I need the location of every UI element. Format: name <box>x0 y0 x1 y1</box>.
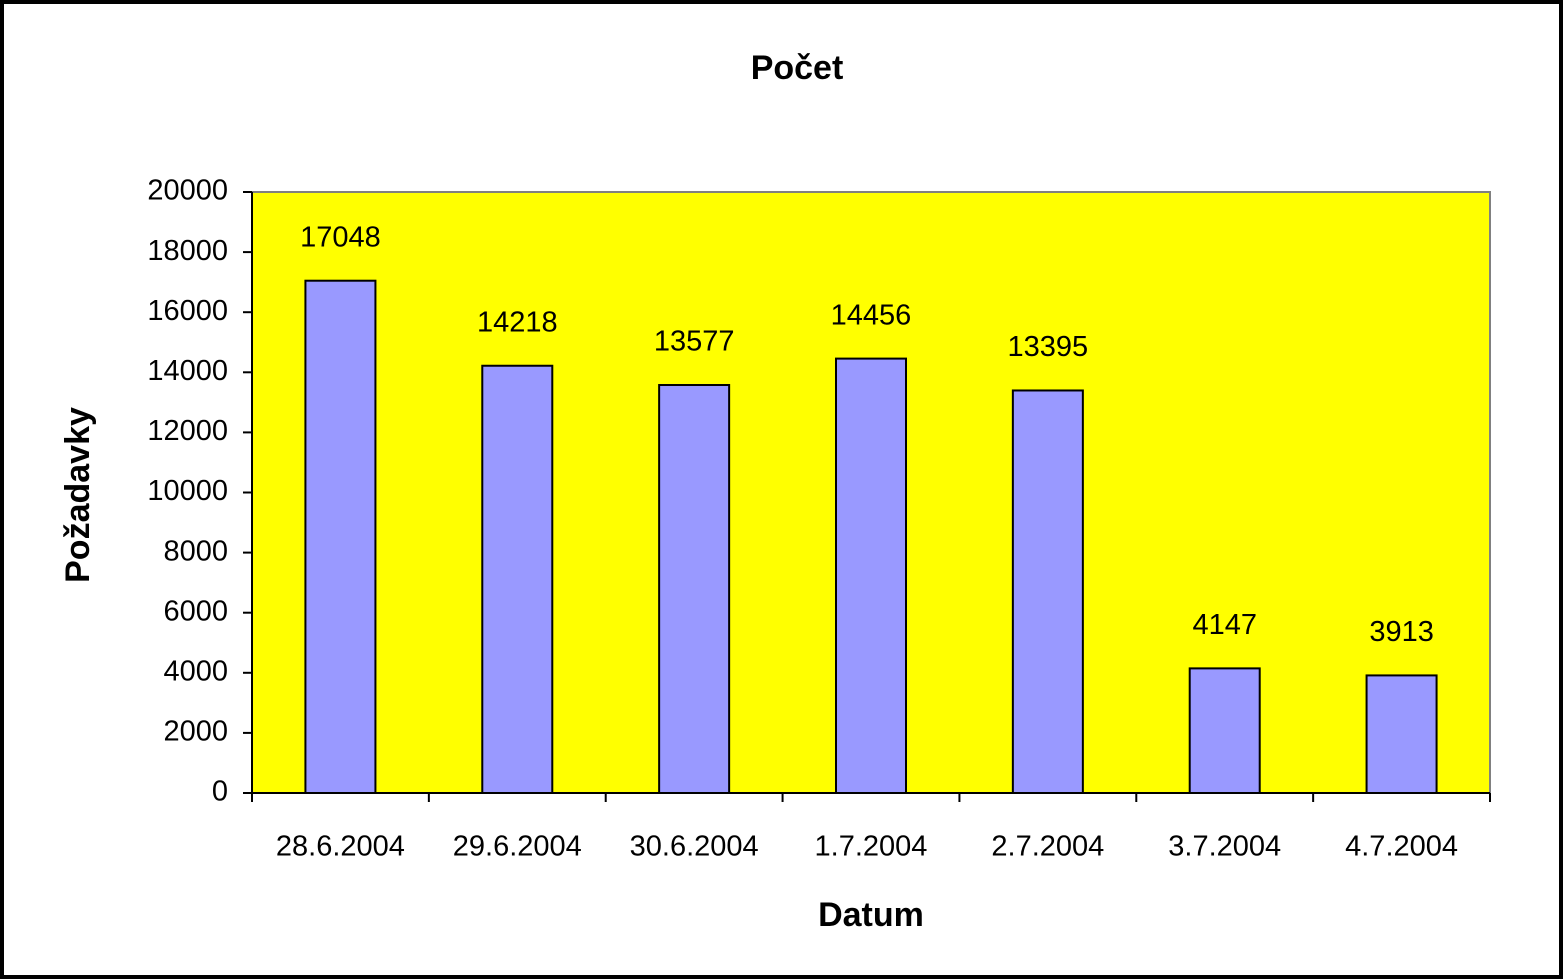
x-tick-label: 1.7.2004 <box>815 831 928 863</box>
x-axis-title: Datum <box>818 896 924 934</box>
y-tick-label: 10000 <box>147 475 228 507</box>
x-tick-label: 2.7.2004 <box>991 831 1104 863</box>
y-tick-label: 20000 <box>147 175 228 207</box>
y-tick-label: 16000 <box>147 295 228 327</box>
value-label: 13577 <box>654 326 735 358</box>
bar <box>658 384 731 794</box>
y-tick-label: 14000 <box>147 355 228 387</box>
chart-title: Počet <box>751 49 844 87</box>
bar <box>1188 667 1261 794</box>
y-tick-label: 18000 <box>147 235 228 267</box>
y-tick-label: 0 <box>212 776 228 808</box>
bar <box>1011 389 1084 794</box>
bar <box>481 364 554 794</box>
x-tick-label: 30.6.2004 <box>630 831 759 863</box>
value-label: 3913 <box>1369 616 1434 648</box>
x-tick-label: 28.6.2004 <box>276 831 405 863</box>
x-tick-label: 4.7.2004 <box>1345 831 1458 863</box>
y-tick-label: 4000 <box>163 655 228 687</box>
x-tick-label: 29.6.2004 <box>453 831 582 863</box>
value-label: 13395 <box>1008 331 1089 363</box>
value-label: 4147 <box>1192 609 1257 641</box>
bar <box>1365 674 1438 795</box>
y-tick-label: 8000 <box>163 535 228 567</box>
y-tick-label: 6000 <box>163 595 228 627</box>
value-label: 17048 <box>300 221 381 253</box>
y-tick-label: 12000 <box>147 415 228 447</box>
bar <box>304 279 377 795</box>
x-tick-label: 3.7.2004 <box>1168 831 1281 863</box>
y-tick-label: 2000 <box>163 716 228 748</box>
bar <box>835 357 907 794</box>
value-label: 14456 <box>831 299 912 331</box>
value-label: 14218 <box>477 306 558 338</box>
y-axis-title: Požadavky <box>59 407 97 583</box>
